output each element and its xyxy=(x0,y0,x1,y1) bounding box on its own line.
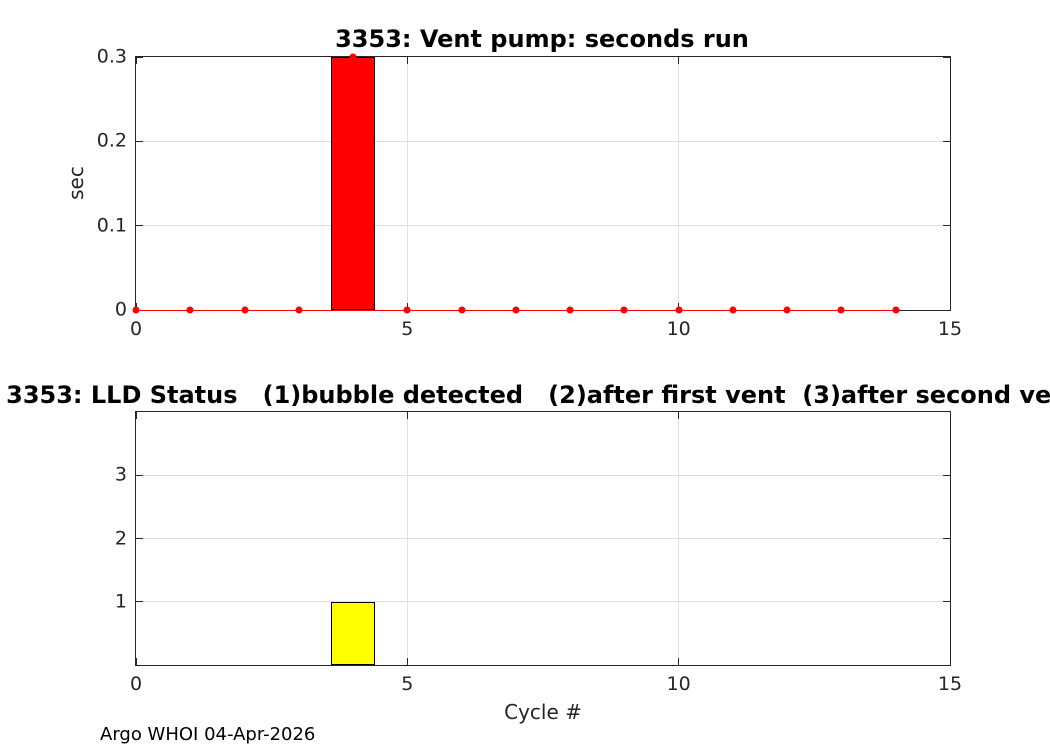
data-point-marker xyxy=(729,306,737,314)
y-axis-tick xyxy=(136,601,143,603)
data-point-marker xyxy=(403,306,411,314)
data-point-marker xyxy=(132,306,140,314)
x-tick-label: 10 xyxy=(666,318,691,340)
y-axis-tick xyxy=(136,538,143,539)
y-axis-tick xyxy=(943,140,950,142)
x-tick-label: 0 xyxy=(129,318,143,340)
y-axis-tick xyxy=(136,140,143,142)
x-tick-label: 0 xyxy=(129,673,143,695)
grid-line-vertical xyxy=(406,57,408,310)
x-tick-label: 15 xyxy=(937,673,963,695)
x-axis-tick xyxy=(135,412,137,419)
y-axis-tick xyxy=(943,56,950,58)
grid-line-horizontal xyxy=(136,140,950,142)
data-point-marker xyxy=(783,306,791,314)
bottom-chart-title: 3353: LLD Status (1)bubble detected (2)a… xyxy=(6,381,1050,409)
bar xyxy=(331,601,375,665)
data-point-marker xyxy=(186,306,194,314)
data-point-marker xyxy=(837,306,845,314)
y-axis-tick xyxy=(943,601,950,603)
x-axis-tick xyxy=(678,658,680,665)
y-tick-label: 0.1 xyxy=(96,214,127,237)
x-axis-tick xyxy=(678,412,680,419)
y-tick-label: 2 xyxy=(114,527,127,549)
lld-status-plot xyxy=(135,411,951,666)
grid-line-horizontal xyxy=(136,538,950,539)
data-point-marker xyxy=(675,306,683,314)
data-point-marker xyxy=(295,306,303,314)
x-axis-tick xyxy=(406,412,408,419)
bottom-chart-x-axis-label: Cycle # xyxy=(504,700,582,724)
grid-line-vertical xyxy=(406,412,408,665)
y-tick-label: 0.3 xyxy=(96,45,127,68)
data-point-marker xyxy=(458,306,466,314)
y-axis-tick xyxy=(136,474,143,476)
x-axis-tick xyxy=(949,412,951,419)
y-axis-tick xyxy=(943,474,950,476)
x-tick-label: 5 xyxy=(401,673,414,695)
grid-line-vertical xyxy=(678,57,680,310)
top-chart-title: 3353: Vent pump: seconds run xyxy=(335,25,749,53)
data-point-marker xyxy=(566,306,574,314)
x-axis-tick xyxy=(406,57,408,64)
y-axis-tick xyxy=(136,56,143,58)
x-axis-tick xyxy=(949,57,951,64)
x-axis-tick xyxy=(949,658,951,665)
data-point-marker xyxy=(241,306,249,314)
grid-line-vertical xyxy=(678,412,680,665)
x-tick-label: 15 xyxy=(937,318,963,340)
y-tick-label: 0.2 xyxy=(96,129,127,152)
grid-line-horizontal xyxy=(136,601,950,603)
figure-footer-text: Argo WHOI 04-Apr-2026 xyxy=(100,724,316,745)
data-point-marker xyxy=(512,306,520,314)
x-axis-tick xyxy=(949,303,951,310)
y-tick-label: 1 xyxy=(114,590,127,613)
grid-line-horizontal xyxy=(136,225,950,227)
y-axis-tick xyxy=(943,225,950,227)
grid-line-horizontal xyxy=(136,474,950,476)
y-axis-tick xyxy=(136,225,143,227)
y-tick-label: 3 xyxy=(114,463,127,486)
data-point-marker xyxy=(892,306,900,314)
data-point-marker xyxy=(349,53,357,61)
y-axis-tick xyxy=(943,538,950,539)
data-point-marker xyxy=(620,306,628,314)
vent-pump-seconds-run-plot xyxy=(132,53,951,314)
bar xyxy=(331,57,375,310)
x-axis-tick xyxy=(678,57,680,64)
x-tick-label: 10 xyxy=(666,673,691,695)
x-tick-label: 5 xyxy=(401,318,414,340)
top-chart-y-axis-label: sec xyxy=(64,166,88,200)
x-axis-tick xyxy=(135,658,137,665)
x-axis-tick xyxy=(406,658,408,665)
y-axis-tick xyxy=(943,309,950,311)
y-tick-label: 0 xyxy=(114,298,127,321)
x-axis-tick xyxy=(135,57,137,64)
